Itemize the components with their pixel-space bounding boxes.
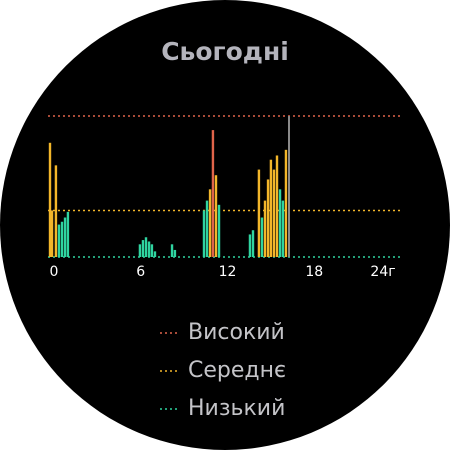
bar — [248, 234, 252, 257]
bar — [66, 211, 70, 257]
legend-label: Середнє — [188, 358, 286, 383]
bar — [205, 200, 209, 257]
bar — [147, 241, 151, 257]
bar — [63, 217, 67, 257]
bar — [153, 251, 157, 257]
bar — [208, 189, 212, 257]
bar — [257, 169, 261, 257]
bar — [284, 149, 288, 257]
bar — [54, 165, 58, 257]
bar — [170, 244, 174, 257]
bar — [60, 221, 64, 257]
bar — [211, 130, 215, 257]
bar — [57, 224, 61, 257]
x-tick-label: 12 — [219, 264, 237, 280]
bar — [217, 204, 221, 257]
bar — [266, 179, 270, 257]
bar — [263, 200, 267, 257]
bar — [202, 210, 206, 257]
x-tick-label: 0 — [50, 264, 59, 280]
bar — [138, 244, 142, 257]
bar — [48, 142, 52, 257]
legend-label: Високий — [188, 320, 285, 345]
bar — [150, 244, 154, 257]
bar — [214, 175, 218, 257]
bar — [251, 230, 255, 257]
bar — [50, 210, 54, 257]
bar — [278, 189, 282, 257]
x-tick-label: 18 — [305, 264, 323, 280]
bar — [281, 200, 285, 257]
bar — [144, 237, 148, 257]
bar — [275, 155, 279, 257]
bar — [141, 240, 145, 257]
x-tick-label: 24г — [370, 264, 395, 280]
bar — [272, 169, 276, 257]
title: Сьогодні — [161, 37, 289, 66]
x-tick-label: 6 — [136, 264, 145, 280]
bar — [269, 159, 273, 257]
legend-label: Низький — [188, 396, 285, 421]
bar — [260, 217, 264, 257]
bar — [173, 249, 177, 257]
